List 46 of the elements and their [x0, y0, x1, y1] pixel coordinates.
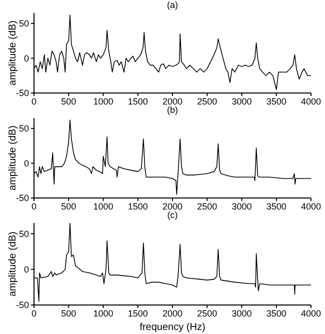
x-tick-label: 2000	[162, 96, 183, 106]
x-tick-label: 2500	[197, 201, 218, 212]
x-tick-label: 4000	[300, 201, 322, 212]
x-tick-label: 3500	[266, 308, 286, 318]
y-tick-label: -50	[16, 88, 29, 98]
x-tick-label: 1000	[93, 96, 114, 106]
x-tick-label: 2000	[162, 201, 183, 212]
x-tick-label: 3000	[232, 201, 252, 212]
x-tick-label: 1500	[128, 96, 148, 106]
y-axis-title: amplitude (dB)	[8, 125, 19, 191]
x-tick-label: 4000	[300, 96, 322, 106]
y-tick-label: 50	[18, 124, 29, 134]
x-tick-label: 0	[31, 308, 37, 318]
x-tick-label: 500	[61, 308, 76, 318]
x-tick-label: 3000	[232, 96, 252, 106]
x-tick-label: 4000	[300, 308, 322, 318]
line-series	[34, 223, 311, 302]
x-tick-label: 0	[31, 201, 37, 212]
x-tick-label: 2500	[197, 96, 218, 106]
y-tick-label: 50	[18, 18, 29, 29]
line-series	[34, 120, 311, 195]
y-tick-label: 0	[24, 53, 29, 64]
x-tick-label: 1500	[128, 201, 148, 212]
line-series	[34, 14, 311, 90]
chart-title: (c)	[166, 210, 179, 221]
x-tick-label: 2000	[162, 308, 183, 318]
y-axis-title: amplitude (dB)	[8, 20, 19, 86]
chart-title: (a)	[166, 0, 179, 11]
x-axis-title: frequency (Hz)	[140, 322, 206, 333]
x-tick-label: 2500	[197, 308, 218, 318]
x-tick-label: 3500	[266, 96, 286, 106]
x-tick-label: 1000	[93, 201, 114, 212]
x-tick-label: 0	[31, 96, 37, 106]
y-tick-label: -50	[16, 193, 29, 204]
y-axis-title: amplitude (dB)	[8, 231, 19, 297]
chart-title: (b)	[166, 105, 179, 116]
x-tick-label: 3500	[266, 201, 286, 212]
y-tick-label: 0	[24, 264, 29, 275]
x-tick-label: 1500	[128, 308, 148, 318]
x-tick-label: 500	[61, 96, 76, 106]
x-tick-label: 1000	[93, 308, 114, 318]
y-tick-label: -50	[16, 300, 29, 310]
y-tick-label: 0	[24, 158, 29, 168]
y-tick-label: 50	[18, 228, 29, 239]
x-tick-label: 500	[61, 201, 76, 212]
x-tick-label: 3000	[232, 308, 252, 318]
